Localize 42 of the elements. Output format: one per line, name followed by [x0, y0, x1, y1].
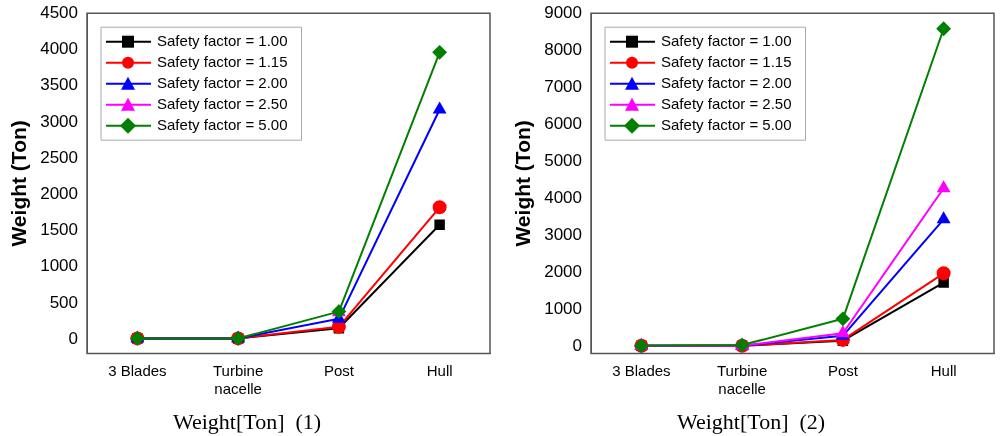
legend-label: Safety factor = 2.50: [661, 94, 792, 112]
legend-label: Safety factor = 5.00: [157, 115, 288, 133]
y-tick-label: 2000: [40, 183, 79, 203]
x-tick-label: Hull: [930, 361, 957, 379]
y-tick-label: 3000: [40, 111, 79, 131]
y-tick-label: 1000: [40, 256, 79, 276]
y-tick-label: 3000: [544, 224, 583, 244]
y-tick-label: 0: [68, 328, 79, 348]
y-axis-title: Weight (Ton): [511, 120, 535, 247]
y-tick-label: 3500: [40, 75, 79, 95]
y-tick-label: 1000: [544, 298, 583, 318]
legend-label: Safety factor = 1.15: [157, 52, 288, 70]
y-tick-label: 9000: [544, 2, 583, 22]
x-tick-label: Post: [323, 361, 355, 379]
y-tick-label: 1500: [40, 220, 79, 240]
y-tick-label: 5000: [544, 150, 583, 170]
y-tick-label: 8000: [544, 39, 583, 59]
legend-label: Safety factor = 1.00: [157, 31, 288, 49]
legend-label: Safety factor = 2.00: [661, 73, 792, 91]
y-tick-label: 4000: [544, 187, 583, 207]
legend-label: Safety factor = 1.00: [661, 31, 792, 49]
x-tick-label: Post: [827, 361, 859, 379]
y-tick-label: 500: [49, 292, 79, 312]
y-tick-label: 7000: [544, 76, 583, 96]
legend-label: Safety factor = 2.50: [157, 94, 288, 112]
y-tick-label: 6000: [544, 113, 583, 133]
y-tick-label: 2500: [40, 147, 79, 167]
legend-label: Safety factor = 5.00: [661, 115, 792, 133]
x-tick-label: 3 Blades: [108, 361, 167, 379]
x-tick-label: 3 Blades: [612, 361, 671, 379]
legend-label: Safety factor = 2.00: [157, 73, 288, 91]
y-tick-label: 2000: [544, 261, 583, 281]
x-tick-label: Turbine nacelle: [212, 361, 264, 397]
y-tick-label: 4000: [40, 39, 79, 59]
y-axis-title: Weight (Ton): [7, 120, 31, 247]
legend-label: Safety factor = 1.15: [661, 52, 792, 70]
text: Weight[Ton] (2): [676, 408, 826, 434]
y-tick-label: 0: [572, 335, 583, 355]
y-tick-label: 4500: [40, 2, 79, 22]
text: Weight[Ton] (1): [172, 408, 322, 434]
x-tick-label: Hull: [426, 361, 453, 379]
x-tick-label: Turbine nacelle: [716, 361, 768, 397]
